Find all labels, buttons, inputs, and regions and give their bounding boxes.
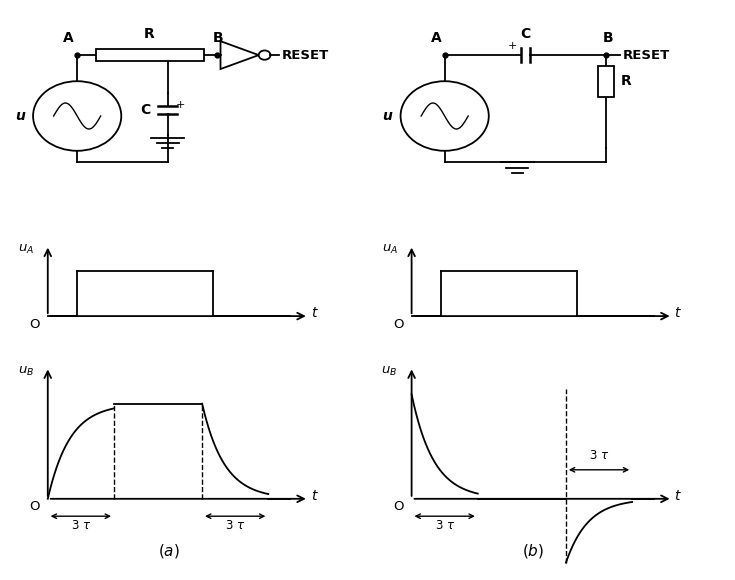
Text: RESET: RESET bbox=[282, 49, 329, 61]
Text: O: O bbox=[29, 501, 40, 513]
Text: O: O bbox=[29, 318, 40, 331]
Text: C: C bbox=[140, 103, 151, 117]
Text: B: B bbox=[213, 31, 223, 45]
Text: $u_B$: $u_B$ bbox=[18, 365, 34, 378]
Text: $u_A$: $u_A$ bbox=[381, 243, 398, 256]
Text: $t$: $t$ bbox=[675, 489, 682, 503]
Text: R: R bbox=[621, 74, 632, 89]
Text: $u_A$: $u_A$ bbox=[18, 243, 34, 256]
Text: 3 $\tau$: 3 $\tau$ bbox=[71, 519, 91, 532]
Text: $(a)$: $(a)$ bbox=[158, 542, 180, 560]
Text: $t$: $t$ bbox=[311, 489, 318, 503]
Text: O: O bbox=[393, 318, 404, 331]
Text: u: u bbox=[15, 109, 25, 123]
Text: $t$: $t$ bbox=[675, 306, 682, 320]
Text: u: u bbox=[382, 109, 392, 123]
Text: RESET: RESET bbox=[623, 49, 670, 61]
Text: 3 $\tau$: 3 $\tau$ bbox=[434, 519, 455, 532]
Bar bbox=[598, 66, 614, 97]
Text: +: + bbox=[176, 100, 185, 110]
Bar bbox=[96, 49, 204, 61]
Text: 3 $\tau$: 3 $\tau$ bbox=[225, 519, 245, 532]
Text: $t$: $t$ bbox=[311, 306, 318, 320]
Text: R: R bbox=[144, 27, 155, 41]
Text: 3 $\tau$: 3 $\tau$ bbox=[589, 450, 609, 462]
Text: O: O bbox=[393, 501, 404, 513]
Text: $u_B$: $u_B$ bbox=[381, 365, 398, 378]
Text: B: B bbox=[603, 31, 613, 45]
Text: C: C bbox=[520, 27, 531, 41]
Text: A: A bbox=[431, 31, 441, 45]
Text: $(b)$: $(b)$ bbox=[522, 542, 544, 560]
Text: +: + bbox=[508, 41, 517, 51]
Text: A: A bbox=[63, 31, 74, 45]
